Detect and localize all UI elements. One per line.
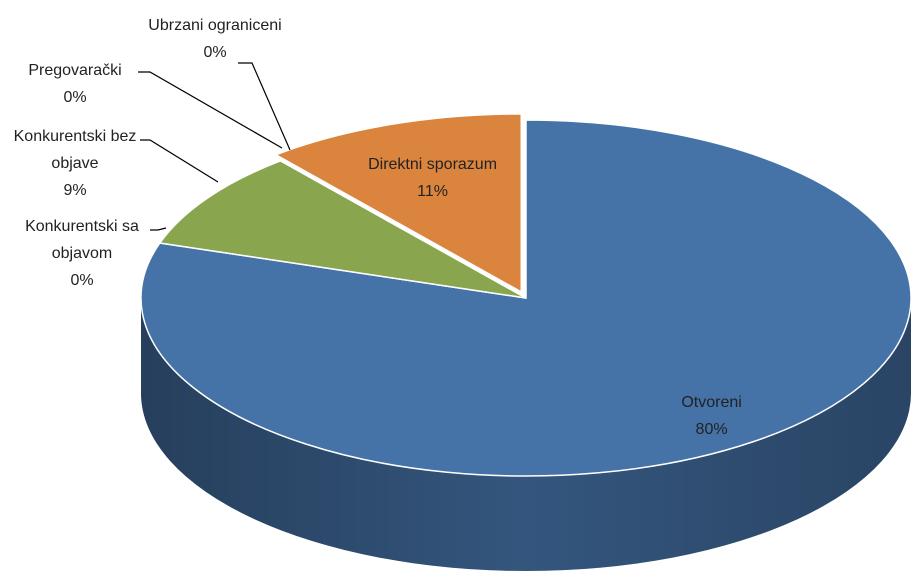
- category-name: Otvoreni: [681, 394, 742, 412]
- category-name: Ubrzani ograniceni: [148, 17, 282, 34]
- percent-label: 0%: [70, 272, 94, 289]
- slice-side: [141, 298, 911, 571]
- slice-label: Konkurentski bez objave 9%: [10, 123, 140, 204]
- slice-label: Otvoreni 80%: [612, 389, 812, 443]
- slice-label: Direktni sporazum 11%: [333, 151, 533, 205]
- percent-label: 9%: [63, 182, 87, 199]
- pie-sides: [141, 298, 911, 571]
- slice-label: Ubrzani ograniceni 0%: [115, 12, 315, 66]
- percent-label: 80%: [695, 421, 728, 439]
- percent-label: 0%: [63, 89, 87, 106]
- percent-label: 11%: [417, 183, 448, 201]
- slice: [158, 160, 527, 299]
- category-name: Konkurentski sa objavom: [25, 218, 139, 262]
- leader-line: [138, 71, 283, 149]
- slice: [280, 160, 527, 299]
- category-name: Konkurentski bez objave: [13, 128, 137, 172]
- leader-line: [140, 139, 219, 183]
- pie-tops: [140, 113, 912, 477]
- slice-label: Pregovarački 0%: [0, 57, 155, 111]
- category-name: Direktni sporazum: [368, 156, 498, 174]
- slice-label: Konkurentski sa objavom 0%: [17, 213, 147, 294]
- leader-line: [150, 227, 167, 231]
- category-name: Pregovarački: [28, 62, 122, 79]
- leader-line: [238, 62, 291, 151]
- slice: [274, 113, 523, 294]
- percent-label: 0%: [203, 44, 227, 61]
